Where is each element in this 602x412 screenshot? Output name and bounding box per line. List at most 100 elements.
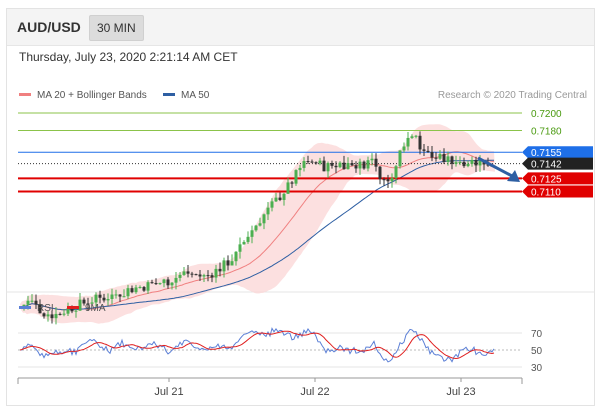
projection-arrow-shaft bbox=[477, 156, 513, 178]
candle-body bbox=[350, 163, 354, 166]
candle-body bbox=[38, 304, 42, 314]
candle-body bbox=[446, 156, 450, 162]
candle-body bbox=[54, 313, 58, 319]
candle-body bbox=[458, 161, 462, 163]
legend-label: MA 20 + Bollinger Bands bbox=[37, 90, 147, 101]
candle-body bbox=[242, 241, 246, 245]
x-tick-label: Jul 22 bbox=[300, 386, 329, 398]
candle-body bbox=[90, 302, 94, 304]
price-badge-last bbox=[522, 157, 593, 170]
candle-body bbox=[234, 251, 238, 262]
candle-body bbox=[270, 201, 274, 208]
candle-body bbox=[82, 299, 86, 304]
price-label: 0.7110 bbox=[531, 187, 561, 198]
candle-body bbox=[286, 182, 290, 194]
candle-body bbox=[298, 167, 302, 171]
candle-body bbox=[338, 162, 342, 168]
candle-body bbox=[118, 294, 122, 297]
price-label: 0.7142 bbox=[531, 160, 562, 171]
candle-body bbox=[450, 156, 454, 164]
candle-body bbox=[74, 310, 78, 312]
candle-body bbox=[262, 214, 266, 224]
candle-body bbox=[66, 308, 70, 314]
candle-body bbox=[386, 179, 390, 182]
candle-body bbox=[474, 159, 478, 166]
candle-body bbox=[218, 268, 222, 272]
candle-body bbox=[70, 308, 74, 312]
rsi-level-label: 50 bbox=[531, 346, 543, 357]
candle-body bbox=[186, 271, 190, 274]
candle-body bbox=[122, 296, 126, 298]
price-badge-support bbox=[522, 185, 593, 198]
candle-body bbox=[22, 304, 26, 307]
candle-body bbox=[62, 313, 66, 315]
candle-body bbox=[318, 160, 322, 164]
candle-body bbox=[174, 277, 178, 283]
candle-body bbox=[466, 163, 470, 167]
x-tick-label: Jul 23 bbox=[446, 386, 475, 398]
candle-body bbox=[210, 275, 214, 278]
candle-body bbox=[426, 150, 430, 152]
candle-body bbox=[246, 236, 250, 242]
chart-header: AUD/USD 30 MIN bbox=[7, 9, 594, 46]
rsi-level-label: 70 bbox=[531, 329, 543, 340]
candle-body bbox=[166, 279, 170, 286]
candle-body bbox=[130, 288, 134, 293]
candle-body bbox=[258, 223, 262, 226]
candle-body bbox=[266, 207, 270, 215]
candle-body bbox=[50, 314, 54, 319]
candle-body bbox=[126, 288, 130, 297]
timeframe-button[interactable]: 30 MIN bbox=[89, 15, 144, 41]
candle-body bbox=[322, 160, 326, 172]
candle-body bbox=[42, 313, 46, 317]
candle-body bbox=[134, 287, 138, 293]
candle-body bbox=[238, 244, 242, 252]
rsi-legend-label: RSI bbox=[37, 303, 54, 314]
candle-body bbox=[442, 154, 446, 162]
candle-body bbox=[206, 275, 210, 277]
price-badge-support bbox=[522, 172, 593, 185]
candle-body bbox=[418, 135, 422, 150]
candle-body bbox=[366, 160, 370, 169]
price-label: 0.7200 bbox=[531, 109, 562, 120]
candle-body bbox=[430, 151, 434, 158]
candle-body bbox=[162, 279, 166, 284]
legend-label: MA 50 bbox=[181, 90, 210, 101]
candle-body bbox=[370, 158, 374, 161]
candle-body bbox=[34, 300, 38, 305]
candle-body bbox=[326, 163, 330, 172]
price-label: 0.7180 bbox=[531, 126, 562, 137]
candle-body bbox=[422, 149, 426, 151]
x-tick-label: Jul 21 bbox=[154, 386, 183, 398]
candle-body bbox=[306, 161, 310, 163]
candle-body bbox=[406, 137, 410, 147]
rsi-9ma-line bbox=[19, 330, 495, 360]
candle-body bbox=[138, 287, 142, 289]
candle-body bbox=[342, 162, 346, 170]
candle-body bbox=[454, 162, 458, 164]
candle-body bbox=[142, 287, 146, 291]
candle-body bbox=[30, 300, 34, 302]
rsi-line bbox=[19, 327, 495, 363]
candle-body bbox=[378, 166, 382, 180]
rsi-legend-swatch bbox=[19, 306, 31, 309]
candle-body bbox=[170, 282, 174, 286]
candle-body bbox=[334, 165, 338, 168]
candle-body bbox=[394, 166, 398, 179]
price-label: 0.7125 bbox=[531, 174, 562, 185]
rsi-legend-swatch bbox=[67, 306, 79, 309]
candle-body bbox=[86, 303, 90, 305]
candle-body bbox=[110, 294, 114, 299]
candle-body bbox=[310, 161, 314, 163]
candle-body bbox=[146, 282, 150, 291]
candle-body bbox=[302, 161, 306, 168]
candle-body bbox=[94, 294, 98, 303]
candle-body bbox=[486, 164, 490, 166]
candle-body bbox=[150, 282, 154, 284]
candle-body bbox=[294, 170, 298, 184]
rsi-level-label: 30 bbox=[531, 363, 543, 374]
candle-body bbox=[106, 298, 110, 301]
candle-body bbox=[290, 182, 294, 184]
timestamp: Thursday, July 23, 2020 2:21:14 AM CET bbox=[19, 50, 238, 64]
candle-body bbox=[410, 136, 414, 138]
